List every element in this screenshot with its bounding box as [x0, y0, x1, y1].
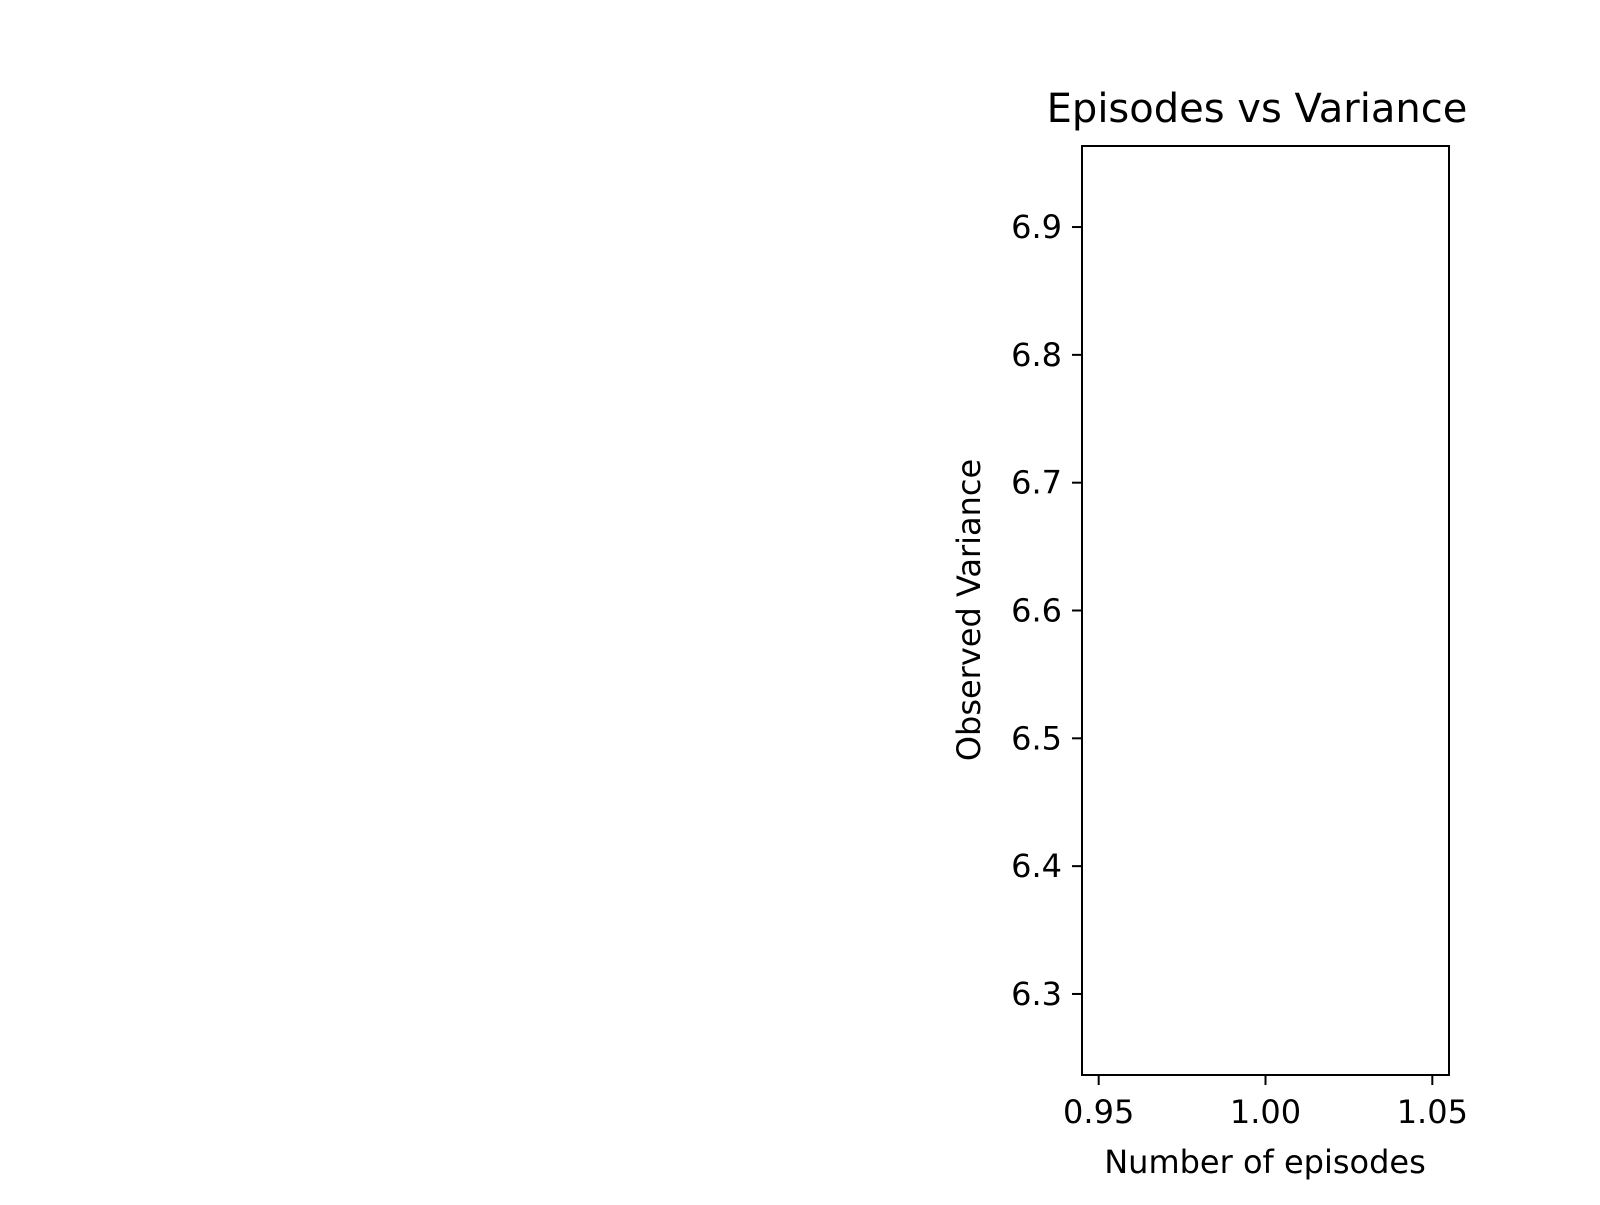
y-tick-label: 6.3 — [1011, 975, 1062, 1013]
x-axis-label: Number of episodes — [1104, 1143, 1426, 1181]
x-tick-label: 1.00 — [1230, 1093, 1301, 1131]
y-axis-label: Observed Variance — [950, 459, 988, 761]
x-tick-label: 1.05 — [1397, 1093, 1468, 1131]
y-tick-label: 6.9 — [1011, 208, 1062, 246]
y-tick-label: 6.6 — [1011, 592, 1062, 630]
plot-area — [1082, 146, 1449, 1075]
y-tick-label: 6.8 — [1011, 336, 1062, 374]
plot-frame — [1081, 145, 1450, 1076]
y-axis-ticks: 6.3 6.4 6.5 6.6 6.7 6.8 6.9 — [1011, 208, 1082, 1013]
x-axis-ticks: 0.95 1.00 1.05 — [1063, 1075, 1468, 1131]
y-tick-label: 6.4 — [1011, 847, 1062, 885]
chart-title: Episodes vs Variance — [1047, 86, 1468, 132]
y-tick-label: 6.7 — [1011, 464, 1062, 502]
x-tick-label: 0.95 — [1063, 1093, 1134, 1131]
y-tick-label: 6.5 — [1011, 719, 1062, 757]
